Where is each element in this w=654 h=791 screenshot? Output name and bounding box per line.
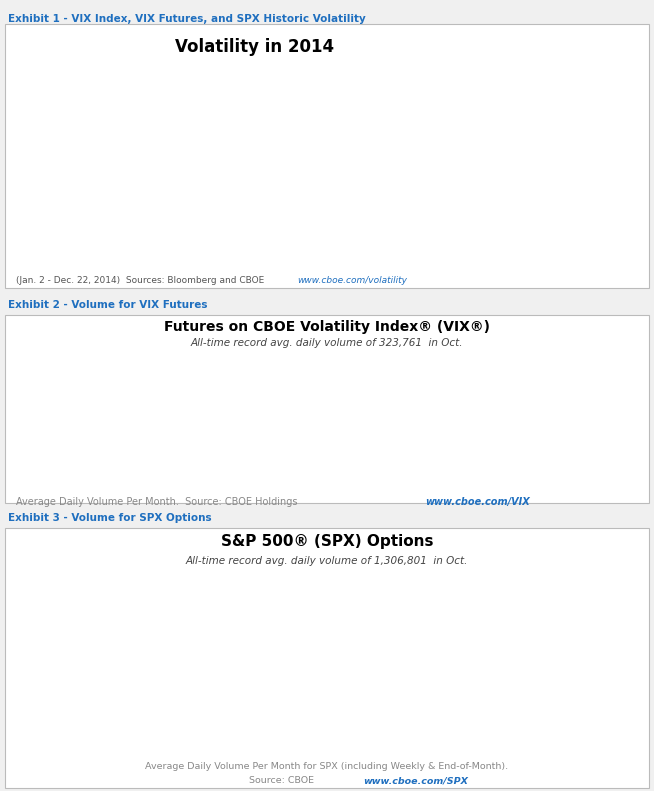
Text: 140,325: 140,325 [604, 435, 613, 467]
Bar [590, 426, 628, 468]
Text: 757,827: 757,827 [300, 706, 309, 736]
Text: (Jan. 2 - Dec. 22, 2014)  Sources: Bloomberg and CBOE: (Jan. 2 - Dec. 22, 2014) Sources: Bloomb… [16, 276, 270, 285]
Bar [336, 672, 374, 740]
Text: 827,039: 827,039 [503, 705, 512, 736]
Legend: Front-month VIX Futures, VIX - CBOE Volatility
Index, SPX 20-Day Historic
Volati: Front-month VIX Futures, VIX - CBOE Vola… [457, 88, 599, 161]
Text: www.cboe.com/volatility: www.cboe.com/volatility [298, 276, 407, 285]
Text: All-time record avg. daily volume of 323,761  in Oct.: All-time record avg. daily volume of 323… [191, 338, 463, 348]
Bar [82, 644, 120, 740]
Bar [590, 649, 628, 740]
Text: 1,306,801: 1,306,801 [554, 691, 562, 734]
Text: 808,564: 808,564 [198, 705, 207, 736]
Bar [438, 403, 475, 468]
Text: 876,339: 876,339 [96, 705, 105, 736]
Text: 26.25: 26.25 [265, 100, 296, 111]
Bar [132, 403, 171, 468]
Bar [387, 409, 424, 468]
Text: 833,309: 833,309 [452, 705, 461, 736]
Text: Source: CBOE: Source: CBOE [249, 776, 320, 785]
Text: Exhibit 1 - VIX Index, VIX Futures, and SPX Historic Volatility: Exhibit 1 - VIX Index, VIX Futures, and … [8, 14, 366, 24]
Text: 625,373: 625,373 [351, 706, 359, 737]
Text: Average Daily Volume Per Month.  Source: CBOE Holdings: Average Daily Volume Per Month. Source: … [16, 497, 304, 507]
Text: www.cboe.com/VIX: www.cboe.com/VIX [425, 497, 530, 507]
Text: Exhibit 2 - Volume for VIX Futures: Exhibit 2 - Volume for VIX Futures [8, 300, 207, 310]
Text: All-time record avg. daily volume of 1,306,801  in Oct.: All-time record avg. daily volume of 1,3… [186, 556, 468, 566]
Text: Average Daily Volume Per Month for SPX (including Weekly & End-of-Month).: Average Daily Volume Per Month for SPX (… [145, 762, 509, 771]
Bar [539, 596, 577, 740]
Bar [285, 425, 323, 468]
Bar [539, 371, 577, 468]
Bar [234, 656, 272, 740]
Bar [82, 405, 120, 468]
Text: 818,324: 818,324 [401, 706, 410, 736]
Y-axis label: Daily Closing Values: Daily Closing Values [32, 123, 41, 208]
Bar [387, 650, 424, 740]
Bar [489, 649, 526, 740]
Bar [132, 635, 171, 740]
Bar [336, 416, 374, 468]
Text: 764,758: 764,758 [249, 705, 258, 736]
Text: Futures on CBOE Volatility Index® (VIX®): Futures on CBOE Volatility Index® (VIX®) [164, 320, 490, 334]
Bar [183, 651, 221, 740]
Text: 178,531: 178,531 [503, 434, 512, 466]
Text: 209,622: 209,622 [96, 434, 105, 465]
Text: 196,990: 196,990 [401, 434, 410, 466]
Bar [183, 413, 221, 468]
Text: 183,612: 183,612 [198, 435, 207, 466]
Text: 216,787: 216,787 [147, 434, 156, 465]
Text: www.cboe.com/SPX: www.cboe.com/SPX [363, 776, 468, 785]
Bar [438, 649, 475, 740]
Bar [285, 657, 323, 740]
Text: S&P 500® (SPX) Options: S&P 500® (SPX) Options [221, 534, 433, 549]
Text: 216,996: 216,996 [452, 434, 461, 465]
Text: Volatility in 2014: Volatility in 2014 [175, 38, 335, 56]
Text: 955,169: 955,169 [147, 704, 156, 736]
Bar [234, 414, 272, 468]
Text: 143,946: 143,946 [300, 435, 309, 466]
Text: 323,761: 323,761 [554, 430, 562, 464]
Text: Exhibit 3 - Volume for SPX Options: Exhibit 3 - Volume for SPX Options [8, 513, 211, 523]
Bar [489, 414, 526, 468]
Text: 173,883: 173,883 [351, 435, 359, 466]
Text: 821,633: 821,633 [604, 705, 613, 736]
Text: 179,167: 179,167 [249, 434, 258, 466]
